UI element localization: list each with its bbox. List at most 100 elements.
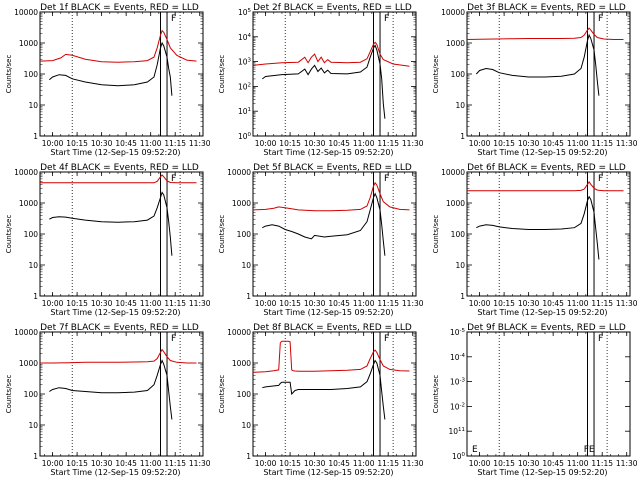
series-events-line — [262, 44, 386, 119]
plot-frame — [39, 171, 204, 297]
x-tick-label: 11:15 — [164, 139, 186, 148]
y-tick-label: 1000 — [232, 199, 251, 208]
panel-title: Det 7f BLACK = Events, RED = LLD — [40, 323, 199, 333]
y-tick-label: 101 — [238, 107, 251, 116]
x-tick-label: 11:15 — [377, 299, 399, 308]
x-tick-label: 10:15 — [493, 459, 515, 468]
x-axis-label: Start Time (12-Sep-15 09:52:20) — [477, 468, 607, 477]
x-tick-label: 10:00 — [42, 299, 64, 308]
x-tick-label: 10:30 — [304, 139, 326, 148]
x-tick-label: 11:00 — [140, 459, 162, 468]
x-tick-label: 10:15 — [66, 459, 88, 468]
y-tick-label: 10 — [241, 421, 251, 430]
y-tick-label: 105 — [238, 8, 252, 17]
x-tick-label: 11:15 — [164, 459, 186, 468]
x-tick-label: 11:00 — [140, 139, 162, 148]
x-axis-label: Start Time (12-Sep-15 09:52:20) — [477, 148, 607, 157]
y-axis-label: Counts/sec — [5, 375, 13, 414]
x-tick-label: 11:30 — [189, 459, 211, 468]
y-axis-label: Counts/sec — [5, 55, 13, 94]
panel-title: Det 8f BLACK = Events, RED = LLD — [253, 323, 412, 333]
panel-det-4f: Det 4f BLACK = Events, RED = LLD 10:00 10:… — [5, 163, 211, 317]
y-axis-label: Counts/sec — [218, 55, 226, 94]
x-tick-label: 10:15 — [279, 139, 301, 148]
x-tick-label: 10:45 — [542, 139, 564, 148]
y-tick-label: 10000 — [227, 168, 251, 177]
series-events-line — [262, 359, 386, 420]
y-tick-label: 10-2 — [450, 402, 465, 411]
x-tick-label: 11:00 — [140, 299, 162, 308]
x-tick-label: 11:15 — [591, 459, 613, 468]
y-tick-label: 100 — [451, 70, 466, 79]
x-axis-label: Start Time (12-Sep-15 09:52:20) — [50, 308, 180, 317]
flare-marker-label: F — [598, 174, 603, 184]
y-tick-label: 1000 — [232, 359, 251, 368]
y-tick-label: 10000 — [227, 328, 251, 337]
x-tick-label: 11:15 — [377, 459, 399, 468]
y-tick-label: 1000 — [446, 39, 465, 48]
annotation-label: FE — [584, 445, 595, 455]
flare-marker-label: F — [598, 14, 603, 24]
x-axis-label: Start Time (12-Sep-15 09:52:20) — [50, 148, 180, 157]
y-tick-label: 10 — [241, 261, 251, 270]
y-axis-label: Counts/sec — [218, 215, 226, 254]
series-lld-line — [40, 348, 197, 364]
y-tick-label: 1000 — [19, 39, 38, 48]
y-tick-label: 100 — [237, 390, 252, 399]
series-lld-line — [467, 181, 624, 192]
panel-title: Det 4f BLACK = Events, RED = LLD — [40, 163, 199, 173]
series-events-line — [49, 191, 173, 256]
x-tick-label: 11:00 — [353, 459, 375, 468]
y-tick-label: 1000 — [446, 199, 465, 208]
x-tick-label: 11:00 — [567, 299, 589, 308]
x-tick-label: 11:30 — [616, 459, 638, 468]
x-tick-label: 11:30 — [402, 139, 424, 148]
x-axis-label: Start Time (12-Sep-15 09:52:20) — [263, 468, 393, 477]
y-axis-label: Counts/sec — [432, 215, 440, 254]
panel-title: Det 3f BLACK = Events, RED = LLD — [467, 3, 626, 13]
series-events-line — [48, 41, 173, 96]
series-lld-line — [40, 174, 197, 184]
x-tick-label: 10:45 — [328, 139, 350, 148]
y-tick-label: 10000 — [14, 168, 38, 177]
x-axis-label: Start Time (12-Sep-15 09:52:20) — [263, 308, 393, 317]
x-tick-label: 10:45 — [115, 459, 137, 468]
x-axis-label: Start Time (12-Sep-15 09:52:20) — [50, 468, 180, 477]
y-tick-label: 1000 — [19, 359, 38, 368]
panel-title: Det 9f BLACK = Events, RED = LLD — [467, 323, 626, 333]
x-tick-label: 10:45 — [542, 299, 564, 308]
y-axis-label: Counts/sec — [432, 55, 440, 94]
x-tick-label: 11:00 — [353, 299, 375, 308]
x-tick-label: 11:30 — [402, 459, 424, 468]
x-tick-label: 10:00 — [255, 459, 277, 468]
y-tick-label: 100 — [238, 132, 252, 141]
x-tick-label: 10:15 — [493, 139, 515, 148]
y-tick-label: 100 — [237, 230, 252, 239]
y-tick-label: 100 — [452, 452, 466, 461]
x-tick-label: 10:00 — [42, 459, 64, 468]
panel-title: Det 6f BLACK = Events, RED = LLD — [467, 163, 626, 173]
y-tick-label: 10000 — [14, 8, 38, 17]
x-tick-label: 10:45 — [542, 459, 564, 468]
x-tick-label: 11:30 — [616, 139, 638, 148]
x-tick-label: 10:30 — [518, 299, 540, 308]
flare-marker-label: F — [384, 14, 389, 24]
y-tick-label: 10 — [455, 261, 465, 270]
x-tick-label: 10:45 — [115, 299, 137, 308]
x-tick-label: 11:30 — [616, 299, 638, 308]
y-tick-label: 10 — [28, 101, 38, 110]
x-tick-label: 10:30 — [518, 459, 540, 468]
panel-title: Det 1f BLACK = Events, RED = LLD — [40, 3, 199, 13]
x-tick-label: 10:30 — [518, 139, 540, 148]
x-tick-label: 10:30 — [304, 299, 326, 308]
series-lld-line — [252, 340, 410, 373]
x-tick-label: 10:00 — [469, 459, 491, 468]
x-tick-label: 10:30 — [91, 139, 113, 148]
x-tick-label: 11:15 — [164, 299, 186, 308]
y-tick-label: 1 — [246, 292, 251, 301]
y-tick-label: 1 — [460, 292, 465, 301]
y-axis-label: Counts/sec — [218, 375, 226, 414]
series-lld-line — [252, 181, 410, 212]
x-tick-label: 10:00 — [42, 139, 64, 148]
